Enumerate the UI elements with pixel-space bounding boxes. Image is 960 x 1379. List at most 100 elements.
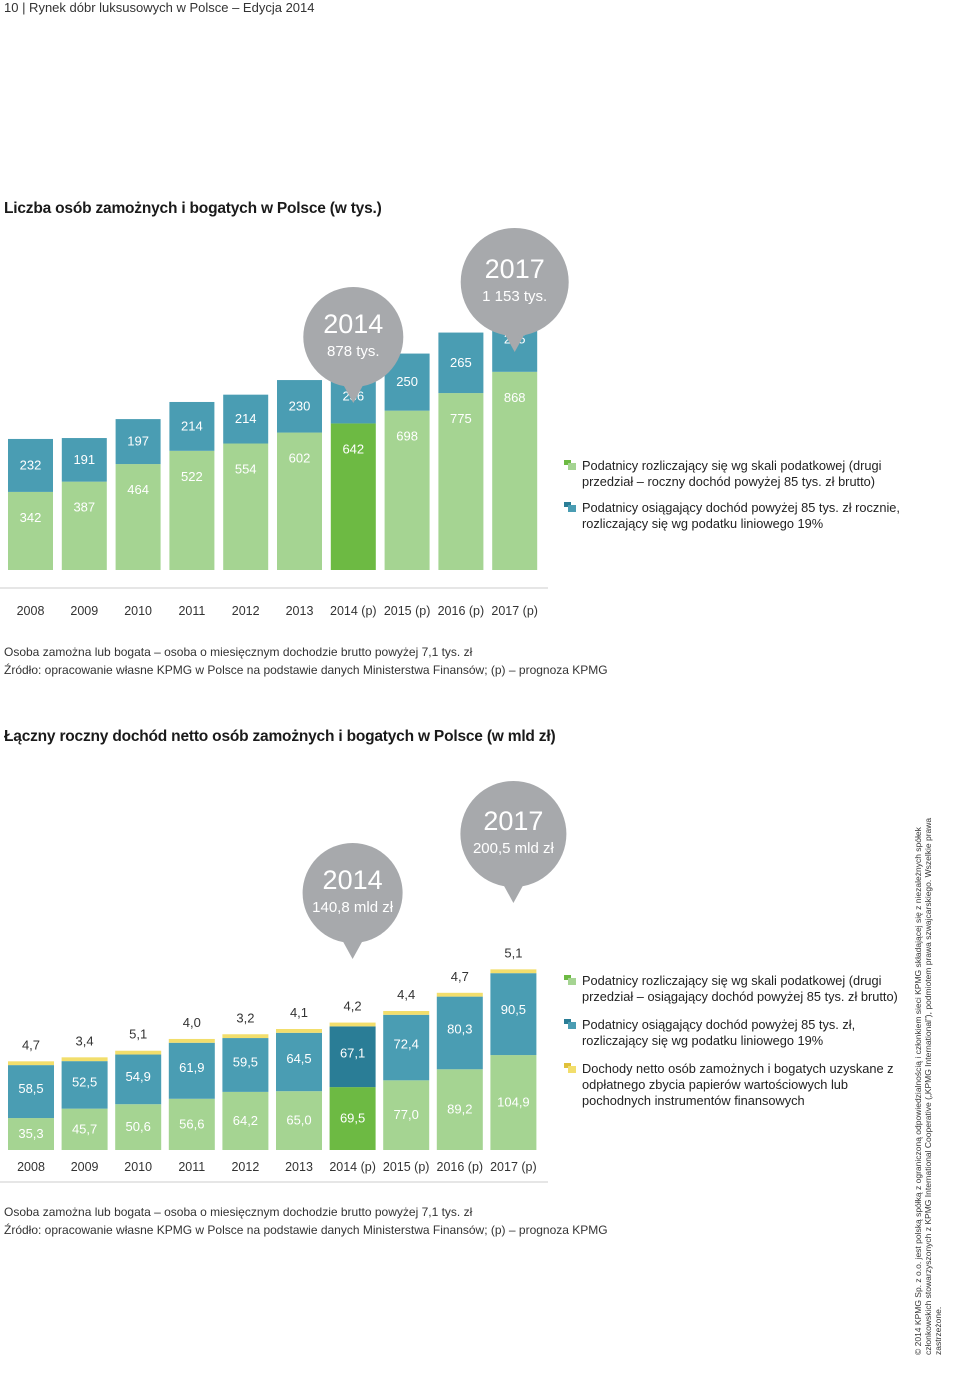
data-label-linear: 250 xyxy=(396,374,418,389)
bar-segment-securities xyxy=(61,1057,108,1062)
bar-segment-scale xyxy=(168,1098,215,1150)
bar-segment-linear xyxy=(61,438,107,482)
copyright-sidebar: © 2014 KPMG Sp. z o.o. jest polską spółk… xyxy=(913,817,943,1355)
callout-2017-value: 1 153 tys. xyxy=(482,288,547,305)
callout-2017-year: 2017 xyxy=(483,806,543,836)
data-label-scale: 104,9 xyxy=(497,1095,530,1110)
callout-2017-pointer xyxy=(502,883,525,903)
callout-2014-bubble xyxy=(302,843,403,943)
data-label-securities: 4,0 xyxy=(183,1015,201,1030)
data-label-scale: 69,5 xyxy=(340,1111,365,1126)
chart2-legend: Podatnicy rozliczający się wg skali poda… xyxy=(564,973,904,1109)
bar-segment-linear xyxy=(222,1038,269,1092)
x-tick-label: 2009 xyxy=(71,1160,99,1174)
bar-segment-securities xyxy=(168,1038,215,1043)
data-label-linear: 191 xyxy=(73,452,95,467)
chart2-note: Osoba zamożna lub bogata – osoba o miesi… xyxy=(4,1205,473,1219)
data-label-scale: 642 xyxy=(342,441,364,456)
data-label-linear: 61,9 xyxy=(179,1060,204,1075)
data-label-linear: 197 xyxy=(127,434,149,449)
chart1-source: Źródło: opracowanie własne KPMG w Polsce… xyxy=(4,663,608,677)
data-label-scale: 65,0 xyxy=(286,1113,311,1128)
bar-segment-linear xyxy=(115,1054,162,1105)
data-label-scale: 77,0 xyxy=(394,1107,419,1122)
chart2-legend-item-scale: Podatnicy rozliczający się wg skali poda… xyxy=(564,973,904,1005)
callout-2014-bubble xyxy=(303,287,404,387)
chart2-svg: 35,3 58,5 4,7 2008 45,7 52,5 3,4 2009 50,6 54,9 5,… xyxy=(0,781,567,1183)
data-label-securities: 4,2 xyxy=(344,999,362,1014)
bar-segment-scale xyxy=(490,1055,537,1150)
bar-segment-linear xyxy=(8,1065,54,1119)
chart1-title: Liczba osób zamożnych i bogatych w Polsc… xyxy=(4,200,382,217)
chart2-legend-item-linear: Podatnicy osiągający dochód powyżej 85 t… xyxy=(564,1017,904,1049)
data-label-scale: 698 xyxy=(396,429,418,444)
bar-segment-securities xyxy=(436,992,483,997)
bar-segment-linear xyxy=(436,996,483,1070)
data-label-linear: 54,9 xyxy=(126,1069,151,1084)
data-label-linear: 214 xyxy=(235,411,257,426)
x-tick-label: 2014 (p) xyxy=(330,604,377,618)
chart1-legend-label-scale: Podatnicy rozliczający się wg skali poda… xyxy=(582,458,882,489)
data-label-scale: 602 xyxy=(289,451,311,466)
chart2-legend-label-linear: Podatnicy osiągający dochód powyżej 85 t… xyxy=(582,1017,856,1048)
data-label-securities: 4,7 xyxy=(22,1037,40,1052)
bar-segment-scale xyxy=(384,410,430,570)
chart2-source: Źródło: opracowanie własne KPMG w Polsce… xyxy=(4,1223,608,1237)
callout-2014-pointer xyxy=(341,939,364,959)
data-label-linear: 67,1 xyxy=(340,1046,365,1061)
chart2-legend-item-securities: Dochody netto osób zamożnych i bogatych … xyxy=(564,1061,904,1109)
bar-segment-securities xyxy=(222,1034,269,1039)
callout-2014-value: 140,8 mld zł xyxy=(312,899,394,916)
chart1-legend: Podatnicy rozliczający się wg skali poda… xyxy=(564,458,904,532)
x-tick-label: 2016 (p) xyxy=(437,1160,484,1174)
x-tick-label: 2012 xyxy=(232,604,260,618)
x-tick-label: 2013 xyxy=(286,604,314,618)
x-tick-label: 2014 (p) xyxy=(329,1160,376,1174)
data-label-scale: 522 xyxy=(181,469,203,484)
data-label-scale: 45,7 xyxy=(72,1121,97,1136)
callout-2017-bubble xyxy=(460,228,569,336)
bar-segment-scale xyxy=(438,393,484,570)
bar-segment-linear xyxy=(329,1026,376,1088)
x-tick-label: 2008 xyxy=(17,1160,45,1174)
data-label-linear: 90,5 xyxy=(501,1002,526,1017)
callout-2014-year: 2014 xyxy=(323,865,383,895)
chart2-legend-label-scale: Podatnicy rozliczający się wg skali poda… xyxy=(582,973,898,1004)
bar-segment-scale xyxy=(276,1091,322,1150)
data-label-linear: 64,5 xyxy=(286,1051,311,1066)
callout-2017-pointer xyxy=(503,332,526,352)
bar-segment-scale xyxy=(61,481,107,570)
data-label-linear: 72,4 xyxy=(394,1036,419,1051)
x-tick-label: 2010 xyxy=(124,1160,152,1174)
bar-segment-scale xyxy=(8,491,53,570)
x-tick-label: 2017 (p) xyxy=(491,604,538,618)
x-tick-label: 2017 (p) xyxy=(490,1160,537,1174)
bar-segment-scale xyxy=(222,1091,269,1150)
x-tick-label: 2009 xyxy=(70,604,98,618)
bar-segment-linear xyxy=(8,438,53,492)
data-label-scale: 35,3 xyxy=(18,1126,43,1141)
chart1-legend-item-scale: Podatnicy rozliczający się wg skali poda… xyxy=(564,458,904,490)
bar-segment-linear xyxy=(115,419,161,465)
x-tick-label: 2013 xyxy=(285,1160,313,1174)
callout-2014-year: 2014 xyxy=(323,309,383,339)
data-label-securities: 3,2 xyxy=(236,1010,254,1025)
bar-segment-securities xyxy=(490,969,537,974)
bar-segment-scale xyxy=(277,432,322,570)
bar-segment-securities xyxy=(276,1029,322,1033)
legend-swatch-icon xyxy=(564,1019,576,1029)
bar-segment-scale xyxy=(61,1108,108,1150)
bar-segment-linear xyxy=(490,973,537,1056)
data-label-linear: 230 xyxy=(289,398,311,413)
data-label-scale: 868 xyxy=(504,390,526,405)
data-label-linear: 232 xyxy=(20,457,42,472)
legend-swatch-icon xyxy=(564,502,576,512)
x-tick-label: 2015 (p) xyxy=(384,604,431,618)
bar-segment-scale xyxy=(115,464,161,570)
data-label-linear: 52,5 xyxy=(72,1075,97,1090)
bar-segment-securities xyxy=(115,1050,162,1055)
data-label-securities: 5,1 xyxy=(504,945,522,960)
x-tick-label: 2011 xyxy=(178,604,205,618)
callout-2017-year: 2017 xyxy=(485,254,545,284)
callout-2014-value: 878 tys. xyxy=(327,343,380,360)
